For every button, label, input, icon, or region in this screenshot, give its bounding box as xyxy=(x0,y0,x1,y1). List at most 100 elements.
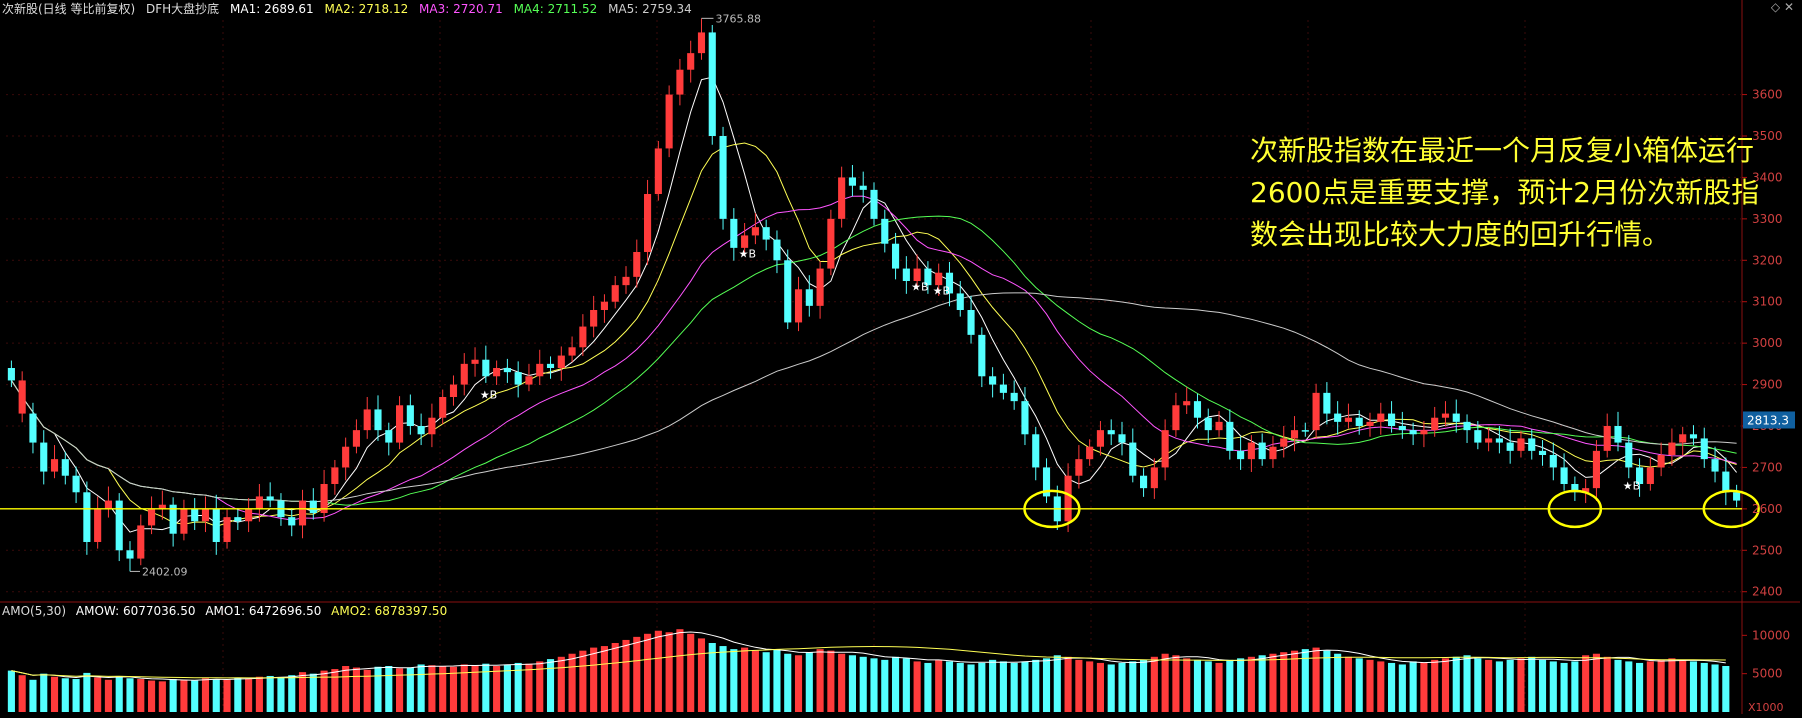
volume-bar xyxy=(1323,650,1331,712)
volume-bar xyxy=(1474,658,1482,712)
volume-bar xyxy=(277,677,285,712)
candle-body xyxy=(924,268,932,286)
volume-bar xyxy=(309,673,317,712)
symbol-title: 次新股(日线 等比前复权) xyxy=(2,2,136,16)
annotation-line-3: 数会出现比较大力度的回升行情。 xyxy=(1250,218,1671,251)
low-label: 2402.09 xyxy=(142,565,188,578)
candle-body xyxy=(104,500,112,509)
volume-header: AMO(5,30) AMOW: 6077036.50 AMO1: 6472696… xyxy=(2,603,453,619)
candle-body xyxy=(730,218,738,248)
candle-body xyxy=(536,363,544,377)
ma2-value: MA2: 2718.12 xyxy=(324,2,409,16)
candle-body xyxy=(298,500,307,526)
ma4-value: MA4: 2711.52 xyxy=(513,2,598,16)
volume-bar xyxy=(525,663,533,712)
candle-body xyxy=(1280,438,1288,447)
candle-body xyxy=(741,235,749,248)
candle-body xyxy=(169,504,177,534)
candle-body xyxy=(1398,426,1406,431)
volume-bar xyxy=(1582,655,1590,712)
volume-bar xyxy=(1377,661,1385,712)
volume-bar xyxy=(751,650,759,712)
volume-bar xyxy=(1258,655,1266,712)
volume-bar xyxy=(406,667,414,712)
volume-bar xyxy=(439,666,447,712)
candle-body xyxy=(816,268,824,306)
current-price-label: 2813.3 xyxy=(1747,413,1789,427)
volume-bar xyxy=(600,646,608,712)
candle-body xyxy=(1646,467,1654,484)
volume-bar xyxy=(201,678,210,712)
volume-bar xyxy=(956,662,964,712)
volume-bar xyxy=(1549,661,1557,712)
volume-bar xyxy=(1560,662,1568,712)
volume-bar xyxy=(1689,661,1698,712)
price-tick-label: 3200 xyxy=(1752,253,1783,267)
volume-bar xyxy=(848,655,856,712)
candle-body xyxy=(396,405,404,443)
candle-body xyxy=(1140,475,1148,489)
volume-bar xyxy=(1538,659,1547,712)
amo1-line xyxy=(11,631,1726,681)
candle-body xyxy=(1258,442,1266,460)
candle-body xyxy=(471,359,479,364)
volume-bar xyxy=(1441,658,1450,712)
candle-body xyxy=(18,380,26,414)
current-price-tag xyxy=(1743,411,1795,429)
candle-body xyxy=(1226,421,1234,451)
candle-body xyxy=(1032,434,1040,468)
candle-body xyxy=(999,384,1007,393)
candle-body xyxy=(201,508,210,522)
volume-bar xyxy=(719,646,727,712)
candle-body xyxy=(892,243,900,269)
candle-body xyxy=(1506,442,1514,451)
candle-body xyxy=(1204,417,1212,431)
volume-bar xyxy=(7,670,15,712)
candle-body xyxy=(654,148,662,194)
volume-bar xyxy=(1269,653,1277,712)
candle-body xyxy=(579,326,587,348)
candle-body xyxy=(1118,434,1126,443)
candle-body xyxy=(794,289,803,323)
candle-body xyxy=(1042,467,1051,497)
volume-bar xyxy=(989,659,997,712)
candle-body xyxy=(1172,405,1180,431)
candle-body xyxy=(848,177,856,186)
volume-bar xyxy=(61,678,69,712)
close-icon[interactable]: ✕ xyxy=(1783,0,1794,14)
candle-body xyxy=(546,363,555,368)
price-tick-label: 2400 xyxy=(1752,585,1783,599)
candle-body xyxy=(1086,446,1094,460)
volume-bar xyxy=(999,661,1007,712)
volume-bar xyxy=(633,636,641,712)
volume-bar xyxy=(654,630,662,712)
candle-body xyxy=(590,310,598,327)
candle-body xyxy=(1237,450,1245,460)
candle-body xyxy=(1409,430,1417,435)
candle-body xyxy=(1538,450,1547,455)
candle-body xyxy=(72,475,80,493)
diamond-icon[interactable]: ◇ xyxy=(1770,0,1781,14)
volume-bar xyxy=(417,664,425,712)
candle-body xyxy=(342,446,350,468)
candle-body xyxy=(956,293,964,310)
candle-body xyxy=(600,301,608,310)
candle-body xyxy=(622,276,630,286)
volume-bar xyxy=(557,656,565,712)
volume-bar xyxy=(1172,655,1180,712)
volume-bar xyxy=(1140,659,1148,712)
volume-bar xyxy=(137,679,145,712)
volume-bar xyxy=(1657,659,1665,712)
volume-bar xyxy=(1204,661,1212,712)
candle-body xyxy=(557,355,565,368)
candle-body xyxy=(805,289,813,306)
volume-bar xyxy=(892,656,900,712)
candle-body xyxy=(1668,442,1676,455)
candle-body xyxy=(212,508,220,542)
candle-body xyxy=(266,496,274,501)
volume-bar xyxy=(978,662,986,712)
volume-bar xyxy=(1668,658,1676,712)
candle-body xyxy=(1549,455,1557,468)
